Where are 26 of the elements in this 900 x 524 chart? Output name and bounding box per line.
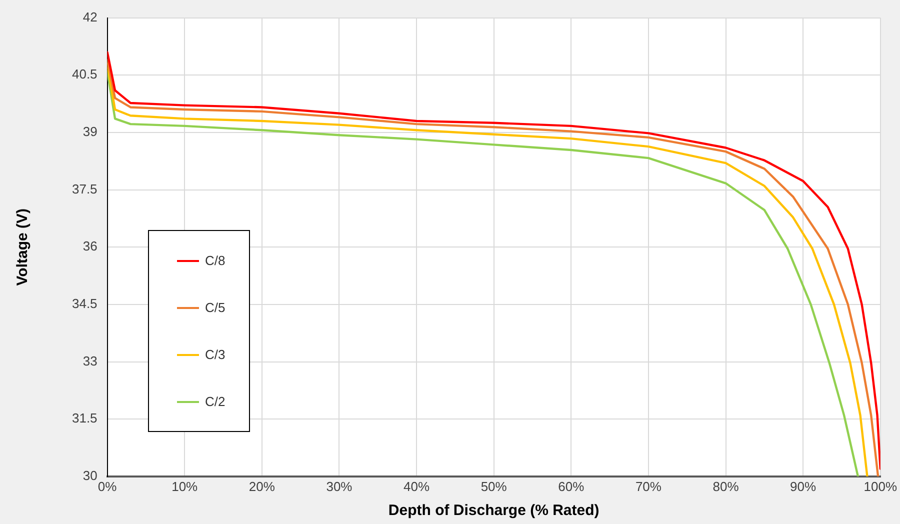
legend-label: C/5 [205, 300, 226, 315]
y-tick-label: 37.5 [72, 181, 98, 196]
y-tick-label: 40.5 [72, 66, 98, 82]
x-axis-title: Depth of Discharge (% Rated) [388, 502, 600, 520]
y-axis-title: Voltage (V) [14, 208, 32, 286]
y-tick-label: 42 [82, 9, 98, 24]
legend-label: C/3 [205, 347, 226, 362]
legend-label: C/8 [205, 253, 226, 268]
x-tick-label: 10% [172, 478, 198, 494]
x-tick-label: 70% [635, 478, 662, 494]
x-tick-label: 60% [558, 478, 585, 494]
y-tick-label: 39 [82, 124, 98, 140]
y-tick-label: 36 [82, 238, 98, 254]
x-tick-label: 80% [712, 478, 740, 494]
x-tick-label: 20% [248, 478, 276, 494]
y-tick-label: 31.5 [72, 410, 98, 426]
y-tick-label: 33 [82, 353, 98, 368]
x-tick-label: 40% [404, 478, 430, 494]
y-tick-label: 30 [82, 468, 98, 483]
x-tick-label: 30% [326, 478, 353, 494]
x-tick-label: 0% [98, 478, 118, 494]
x-tick-label: 90% [790, 478, 817, 494]
x-tick-label: 100% [864, 478, 898, 494]
x-tick-label: 50% [480, 478, 508, 494]
legend-label: C/2 [205, 394, 226, 409]
y-tick-label: 34.5 [72, 296, 98, 312]
